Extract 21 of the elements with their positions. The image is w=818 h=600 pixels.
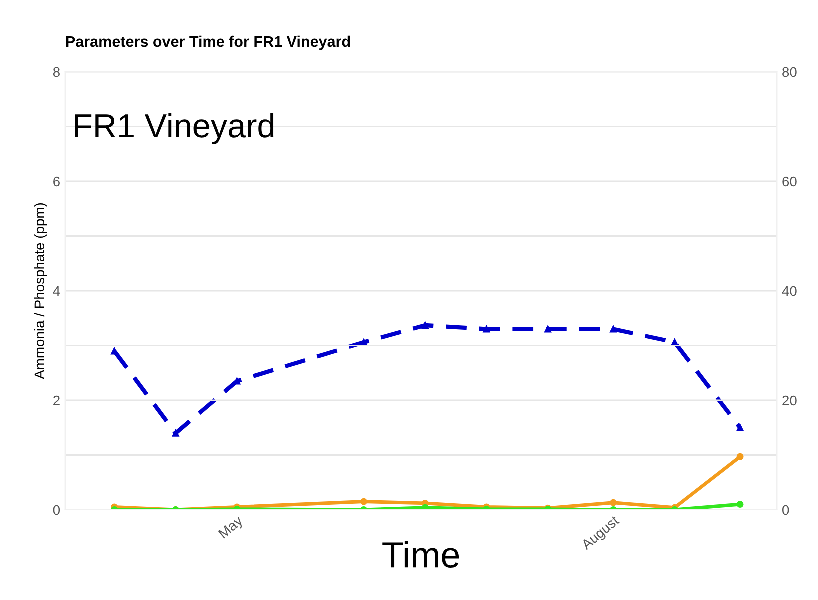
y2-tick-label: 60: [782, 176, 797, 187]
x-tick-label: May: [218, 515, 246, 541]
y2-tick-label: 20: [782, 396, 797, 406]
point: [483, 326, 490, 333]
y-tick-label: 6: [54, 176, 60, 187]
y2-tick-label: 40: [782, 286, 797, 296]
y2-tick-label: 80: [782, 67, 797, 78]
point: [544, 326, 552, 333]
y-tick-label: 0: [53, 505, 60, 516]
chart-title: Parameters over Time for FR1 Vineyard: [66, 36, 350, 50]
point: [172, 430, 180, 437]
y-tick-label: 4: [53, 286, 60, 296]
annotation: FR1 Vineyard: [75, 113, 274, 144]
point: [736, 424, 744, 432]
y-axis-title: Ammonia / Phosphate (ppm): [34, 203, 48, 380]
y-tick-label: 2: [54, 396, 60, 406]
point: [610, 326, 617, 333]
y2-tick-label: 0: [782, 505, 790, 516]
y-tick-label: 8: [53, 67, 60, 78]
point: [422, 322, 429, 329]
x-axis-title: Time: [382, 541, 460, 568]
